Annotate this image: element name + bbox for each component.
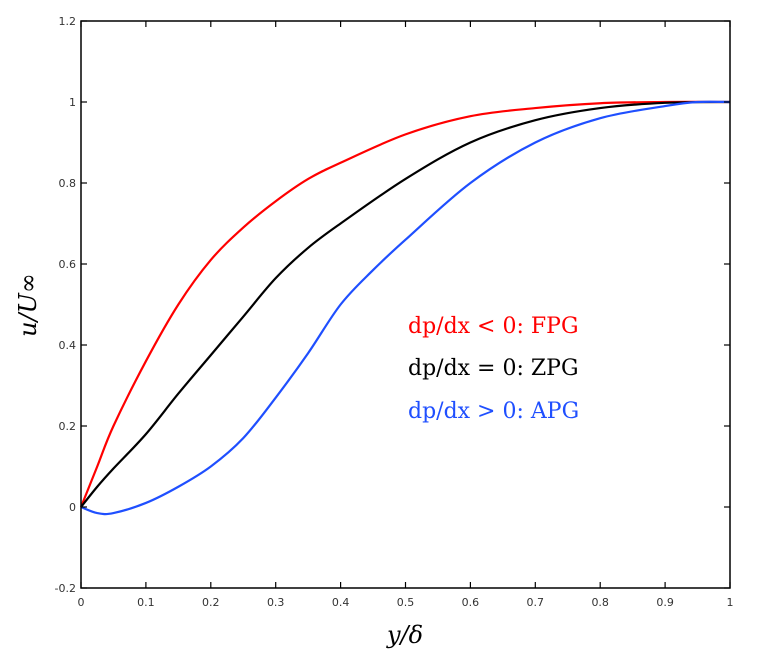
y-tick-label: 0.2 <box>59 420 77 433</box>
x-tick-label: 0.7 <box>527 596 545 609</box>
series-line-1 <box>80 100 731 508</box>
legend-entry-fpg: dp/dx < 0: FPG <box>408 314 579 339</box>
y-tick-label: 1.2 <box>59 15 77 28</box>
x-axis-label: y/δ <box>386 621 423 649</box>
y-tick-label: 0.4 <box>59 339 77 352</box>
x-tick-label: 0.1 <box>137 596 155 609</box>
x-tick-label: 0.4 <box>332 596 350 609</box>
x-tick-label: 1 <box>727 596 734 609</box>
series-line-2 <box>80 100 731 516</box>
legend-entry-apg: dp/dx > 0: APG <box>408 399 579 424</box>
x-tick-label: 0.9 <box>656 596 674 609</box>
y-tick-label: 1 <box>69 96 76 109</box>
y-tick-label: -0.2 <box>55 582 76 595</box>
series-line-0 <box>79 100 731 508</box>
y-tick-label: 0.8 <box>59 177 77 190</box>
x-tick-label: 0.2 <box>202 596 220 609</box>
x-tick-label: 0.6 <box>462 596 480 609</box>
x-tick-label: 0 <box>78 596 85 609</box>
x-tick-label: 0.3 <box>267 596 285 609</box>
y-tick-label: 0.6 <box>59 258 77 271</box>
x-tick-label: 0.8 <box>591 596 609 609</box>
legend-entry-zpg: dp/dx = 0: ZPG <box>408 356 579 381</box>
x-tick-label: 0.5 <box>397 596 415 609</box>
y-axis-label: u/U∞ <box>14 273 42 337</box>
y-tick-label: 0 <box>69 501 76 514</box>
